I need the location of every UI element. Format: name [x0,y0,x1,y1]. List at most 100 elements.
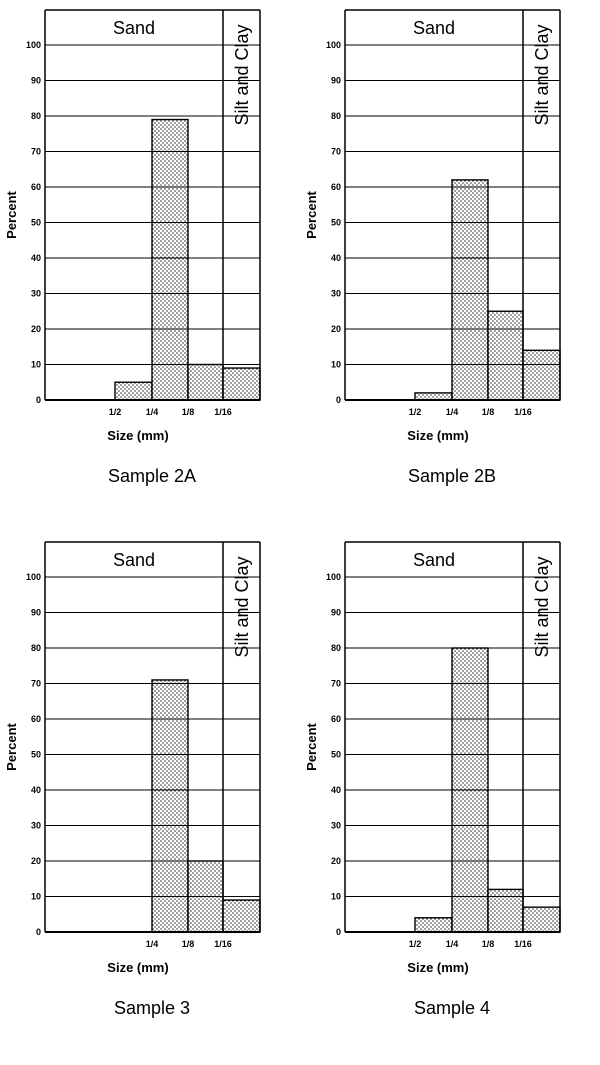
y-axis-title: Percent [304,190,319,238]
y-tick-label: 20 [31,324,41,334]
x-tick-label: 1/4 [446,939,459,949]
bar-1/4-1/2 [114,381,153,401]
y-tick-label: 30 [331,289,341,299]
chart-title: Sample 4 [414,998,490,1018]
y-tick-label: 50 [31,218,41,228]
y-tick-label: 30 [331,821,341,831]
x-tick-label: 1/2 [409,939,422,949]
chart-svg: 0 10 20 30 40 50 60 70 80 90 100 1/2 1/4 1/8 1/16 Sand S… [4,9,261,486]
y-tick-label: 40 [31,253,41,263]
chart-panel-sample-2a: 0 10 20 30 40 50 60 70 80 90 100 1/2 1/4 1/8 1/16 Sand S… [0,0,300,532]
y-tick-label: 0 [36,927,41,937]
y-tick-label: 50 [331,750,341,760]
x-tick-label: 1/4 [146,939,159,949]
chart-svg: 0 10 20 30 40 50 60 70 80 90 100 1/2 1/4 1/8 1/16 Sand S… [304,9,561,486]
bar-<1/16 [522,906,561,933]
y-tick-label: 40 [31,785,41,795]
y-tick-label: 100 [326,572,341,582]
x-tick-label: 1/4 [146,407,159,417]
y-tick-label: 100 [26,572,41,582]
band-label-silt-clay: Silt and Clay [232,24,252,125]
bar-<1/16 [522,349,561,401]
x-tick-label: 1/4 [446,407,459,417]
x-axis-title: Size (mm) [407,960,468,975]
bar-1/16-1/8 [487,888,524,933]
bar-1/8-1/4 [451,179,489,401]
bar-1/16-1/8 [487,310,524,401]
y-tick-label: 50 [31,750,41,760]
y-tick-label: 10 [331,892,341,902]
chart-title: Sample 2A [108,466,196,486]
y-tick-label: 80 [31,643,41,653]
y-tick-label: 20 [331,856,341,866]
bar-1/4-1/2 [414,392,453,401]
bar-1/8-1/4 [151,679,189,933]
y-tick-label: 10 [31,892,41,902]
bar-1/4-1/2 [414,917,453,933]
y-tick-label: 70 [31,147,41,157]
chart-title: Sample 3 [114,998,190,1018]
x-tick-label: 1/16 [214,407,232,417]
y-tick-label: 90 [331,608,341,618]
y-tick-label: 20 [31,856,41,866]
band-label-silt-clay: Silt and Clay [532,556,552,657]
x-tick-label: 1/16 [214,939,232,949]
y-tick-label: 70 [331,147,341,157]
bar-<1/16 [222,899,261,933]
y-tick-label: 60 [31,714,41,724]
y-axis-title: Percent [4,190,19,238]
chart-svg: 0 10 20 30 40 50 60 70 80 90 100 1/2 1/4 1/8 1/16 Sand S… [304,541,561,1018]
y-tick-label: 90 [331,76,341,86]
y-tick-label: 30 [31,289,41,299]
chart-panel-sample-4: 0 10 20 30 40 50 60 70 80 90 100 1/2 1/4 1/8 1/16 Sand S… [300,532,600,1064]
x-axis-title: Size (mm) [107,960,168,975]
band-label-sand: Sand [113,550,155,570]
bar-1/16-1/8 [187,363,224,401]
y-tick-label: 80 [331,643,341,653]
x-axis-title: Size (mm) [407,428,468,443]
y-tick-label: 70 [331,679,341,689]
y-tick-label: 60 [31,182,41,192]
chart-title: Sample 2B [408,466,496,486]
y-tick-label: 40 [331,253,341,263]
y-tick-label: 20 [331,324,341,334]
y-tick-label: 40 [331,785,341,795]
x-tick-label: 1/16 [514,407,532,417]
chart-panel-sample-2b: 0 10 20 30 40 50 60 70 80 90 100 1/2 1/4 1/8 1/16 Sand S… [300,0,600,532]
x-tick-label: 1/2 [409,407,422,417]
y-tick-label: 30 [31,821,41,831]
chart-panel-sample-3: 0 10 20 30 40 50 60 70 80 90 100 1/4 1/8 1/16 Sand Silt… [0,532,300,1064]
y-tick-label: 0 [336,927,341,937]
y-tick-label: 100 [26,40,41,50]
y-tick-label: 10 [31,360,41,370]
y-tick-label: 0 [36,395,41,405]
x-tick-label: 1/8 [182,407,195,417]
y-tick-label: 90 [31,76,41,86]
y-tick-label: 100 [326,40,341,50]
bar-<1/16 [222,367,261,401]
band-label-sand: Sand [413,550,455,570]
x-tick-label: 1/8 [182,939,195,949]
x-tick-label: 1/16 [514,939,532,949]
y-tick-label: 80 [331,111,341,121]
y-tick-label: 50 [331,218,341,228]
band-label-sand: Sand [413,18,455,38]
y-tick-label: 80 [31,111,41,121]
band-label-silt-clay: Silt and Clay [532,24,552,125]
y-axis-title: Percent [4,722,19,770]
y-tick-label: 10 [331,360,341,370]
x-tick-label: 1/2 [109,407,122,417]
chart-svg: 0 10 20 30 40 50 60 70 80 90 100 1/4 1/8 1/16 Sand Silt… [4,541,261,1018]
y-tick-label: 70 [31,679,41,689]
y-tick-label: 90 [31,608,41,618]
x-axis-title: Size (mm) [107,428,168,443]
x-tick-label: 1/8 [482,407,495,417]
bar-1/8-1/4 [151,118,189,401]
y-tick-label: 60 [331,714,341,724]
y-axis-title: Percent [304,722,319,770]
x-tick-label: 1/8 [482,939,495,949]
y-tick-label: 0 [336,395,341,405]
band-label-silt-clay: Silt and Clay [232,556,252,657]
y-tick-label: 60 [331,182,341,192]
band-label-sand: Sand [113,18,155,38]
